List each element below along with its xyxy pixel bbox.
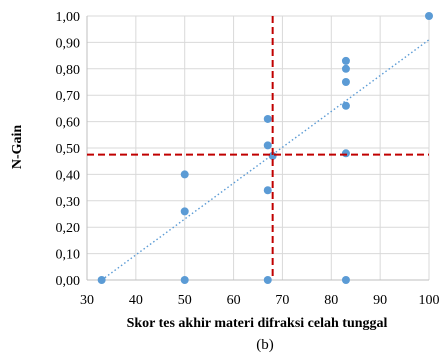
data-point [97, 276, 106, 284]
data-point [180, 170, 189, 179]
data-point [263, 186, 272, 195]
y-tick-label: 0,20 [56, 221, 81, 236]
x-tick-label: 30 [80, 293, 94, 308]
data-point [341, 149, 350, 158]
x-axis-title: Skor tes akhir materi difraksi celah tun… [127, 316, 388, 331]
y-tick-label: 0,40 [56, 168, 81, 183]
data-point [263, 141, 272, 150]
y-axis-title: N-Gain [10, 125, 25, 170]
y-tick-label: 1,00 [56, 10, 81, 25]
data-point [180, 207, 189, 216]
data-point [341, 64, 350, 73]
data-point [341, 101, 350, 110]
reference-lines [87, 16, 429, 280]
data-point [263, 114, 272, 123]
x-tick-label: 90 [373, 293, 387, 308]
data-point [341, 78, 350, 86]
y-tick-label: 0,80 [56, 63, 81, 78]
y-tick-labels: 0,00 0,10 0,20 0,30 0,40 0,50 0,60 0,70 0,80 0,90… [56, 10, 81, 289]
figure-caption: (b) [256, 337, 274, 353]
y-tick-label: 0,90 [56, 36, 81, 51]
x-tick-label: 100 [419, 293, 440, 308]
x-tick-label: 60 [227, 293, 241, 308]
x-tick-label: 50 [178, 293, 192, 308]
y-tick-label: 0,70 [56, 89, 81, 104]
data-point [263, 276, 272, 284]
x-tick-labels: 30 40 50 60 70 80 90 100 [80, 293, 440, 308]
data-point [341, 56, 350, 65]
axes [86, 16, 429, 281]
y-tick-label: 0,60 [56, 116, 81, 131]
data-point [425, 12, 433, 20]
data-point [341, 276, 350, 284]
y-tick-label: 0,00 [56, 274, 81, 289]
y-tick-label: 0,10 [56, 248, 81, 263]
x-tick-label: 80 [324, 293, 338, 308]
gridlines [86, 15, 430, 281]
data-point [180, 276, 189, 284]
y-tick-label: 0,50 [56, 142, 81, 157]
x-tick-label: 40 [129, 293, 143, 308]
x-tick-label: 70 [275, 293, 289, 308]
y-tick-label: 0,30 [56, 195, 81, 210]
